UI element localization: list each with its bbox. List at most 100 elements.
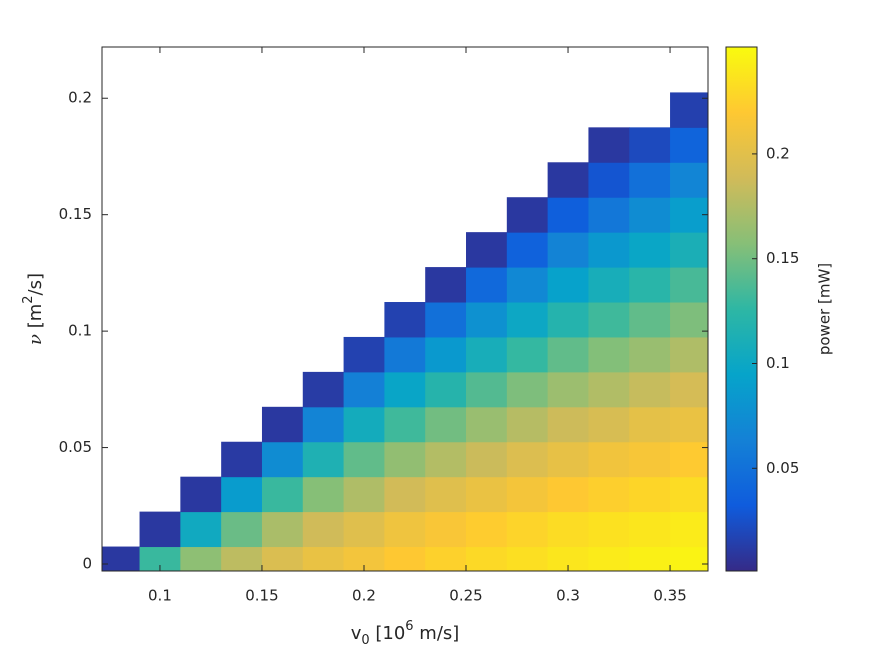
- heat-cell: [425, 546, 467, 571]
- heat-cell: [506, 336, 549, 373]
- heat-cell: [629, 441, 671, 478]
- heat-cell: [547, 162, 589, 198]
- heat-cell: [588, 197, 630, 233]
- heat-cell: [384, 302, 426, 338]
- heat-cell: [425, 441, 467, 478]
- heat-cell: [180, 511, 222, 548]
- heat-cell: [221, 546, 263, 571]
- heat-cell: [670, 162, 708, 198]
- x-tick-label: 0.3: [556, 587, 580, 605]
- heat-cell: [670, 441, 708, 478]
- heat-cell: [670, 232, 708, 268]
- heat-cell: [629, 546, 671, 571]
- heat-cell: [547, 197, 589, 233]
- heat-cell: [588, 546, 630, 571]
- heat-cell: [302, 546, 345, 571]
- heat-cell: [547, 232, 589, 268]
- heat-cell: [180, 476, 222, 513]
- heat-cell: [670, 92, 708, 128]
- heat-cell: [343, 336, 385, 373]
- heat-cell: [588, 406, 630, 443]
- heat-cell: [670, 511, 708, 548]
- heat-cell: [547, 441, 589, 478]
- heat-cell: [425, 476, 467, 513]
- heat-cell: [547, 371, 589, 408]
- heat-cell: [670, 302, 708, 338]
- heat-cell: [425, 371, 467, 408]
- heat-cell: [466, 267, 508, 303]
- heat-cell: [261, 546, 304, 571]
- y-tick-label: 0: [82, 555, 92, 573]
- heat-cell: [629, 371, 671, 408]
- heat-cell: [425, 511, 467, 548]
- heat-cell: [506, 476, 549, 513]
- heat-cell: [506, 441, 549, 478]
- heat-cell: [425, 267, 467, 303]
- heat-cell: [629, 232, 671, 268]
- heat-cell: [139, 546, 181, 571]
- heat-cell: [384, 511, 426, 548]
- heat-cell: [302, 511, 345, 548]
- heat-cell: [670, 197, 708, 233]
- heat-cell: [629, 302, 671, 338]
- heat-cell: [547, 267, 589, 303]
- y-tick-label: 0.1: [68, 322, 92, 340]
- heat-cell: [629, 162, 671, 198]
- heat-cell: [588, 441, 630, 478]
- heat-cell: [302, 476, 345, 513]
- heat-cell: [221, 441, 263, 478]
- colorbar: [725, 46, 758, 572]
- heat-cell: [588, 476, 630, 513]
- heat-cell: [588, 232, 630, 268]
- colorbar-tick-label: 0.1: [766, 354, 790, 372]
- heat-cell: [261, 476, 304, 513]
- heat-cell: [670, 336, 708, 373]
- heat-cell: [629, 511, 671, 548]
- heat-cell: [466, 441, 508, 478]
- heat-cell: [221, 476, 263, 513]
- heat-cell: [302, 371, 345, 408]
- heat-cell: [425, 406, 467, 443]
- heat-cell: [425, 302, 467, 338]
- heat-cell: [670, 127, 708, 163]
- heat-cell: [670, 267, 708, 303]
- heat-cell: [384, 476, 426, 513]
- x-tick-label: 0.15: [245, 587, 278, 605]
- heat-cell: [302, 441, 345, 478]
- heat-cell: [466, 302, 508, 338]
- heat-cell: [547, 546, 589, 571]
- heat-cell: [588, 162, 630, 198]
- heat-cell: [102, 546, 141, 571]
- heat-cell: [588, 127, 630, 163]
- heat-cell: [629, 197, 671, 233]
- heat-cell: [588, 371, 630, 408]
- heat-cell: [670, 546, 708, 571]
- colorbar-tick-label: 0.2: [766, 144, 790, 162]
- colorbar-label: power [mW]: [816, 263, 834, 355]
- heat-cell: [629, 336, 671, 373]
- heat-cell: [547, 302, 589, 338]
- heat-cell: [629, 127, 671, 163]
- heat-cell: [466, 406, 508, 443]
- colorbar-tick-label: 0.05: [766, 459, 799, 477]
- heat-cell: [139, 511, 181, 548]
- heat-cell: [506, 546, 549, 571]
- heat-cell: [343, 406, 385, 443]
- heat-cell: [384, 441, 426, 478]
- heat-cell: [547, 476, 589, 513]
- heat-cell: [466, 371, 508, 408]
- heat-cell: [547, 336, 589, 373]
- heat-cell: [466, 546, 508, 571]
- heat-cell: [261, 441, 304, 478]
- heat-cell: [221, 511, 263, 548]
- y-tick-label: 0.2: [68, 89, 92, 107]
- heat-cell: [343, 476, 385, 513]
- y-tick-label: 0.05: [59, 438, 92, 456]
- heat-cell: [629, 476, 671, 513]
- heat-cell: [629, 406, 671, 443]
- y-tick-label: 0.15: [59, 205, 92, 223]
- heat-cell: [180, 546, 222, 571]
- heat-cell: [261, 406, 304, 443]
- heat-cell: [302, 406, 345, 443]
- heat-cell: [506, 267, 549, 303]
